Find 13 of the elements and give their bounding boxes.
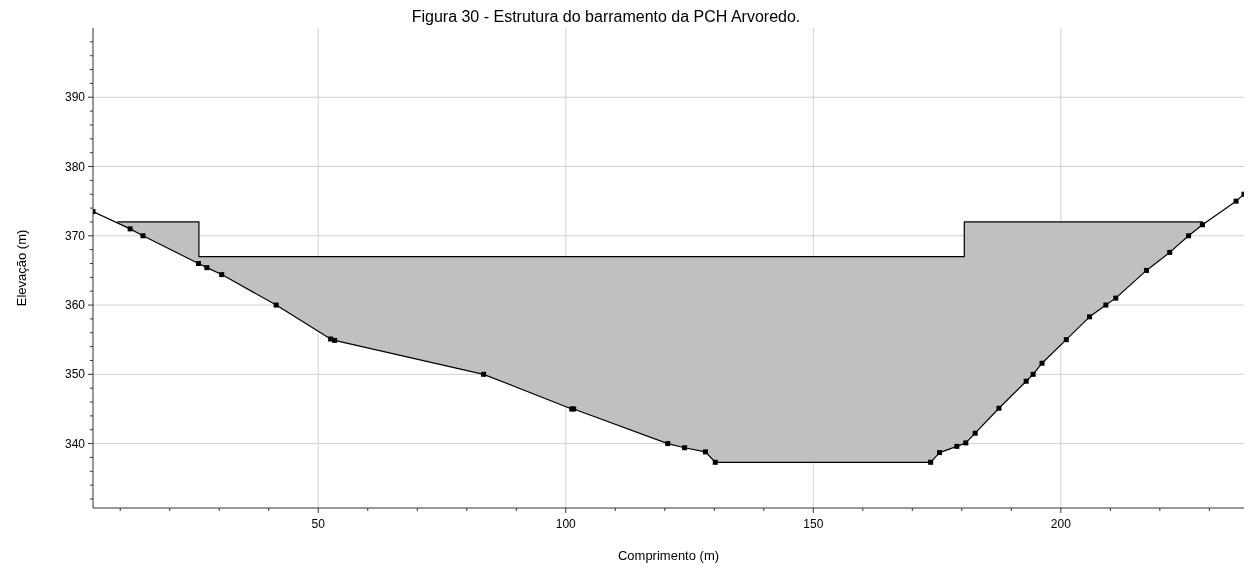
y-tick-label: 390	[64, 90, 86, 105]
y-tick-label: 350	[64, 367, 86, 382]
y-tick-label: 380	[64, 159, 86, 174]
y-tick-label: 360	[64, 298, 86, 313]
chart-title: Figura 30 - Estrutura do barramento da PCH Arvoredo.	[411, 8, 801, 25]
y-tick-label: 370	[64, 228, 86, 243]
y-axis-title: Elevação (m)	[14, 229, 29, 307]
x-tick-label: 100	[555, 517, 577, 531]
y-tick-label: 340	[64, 436, 86, 451]
x-tick-label: 200	[1050, 517, 1072, 531]
x-tick-label: 150	[803, 517, 824, 531]
x-axis-title: Comprimento (m)	[617, 548, 720, 563]
x-tick-label: 50	[311, 517, 326, 531]
